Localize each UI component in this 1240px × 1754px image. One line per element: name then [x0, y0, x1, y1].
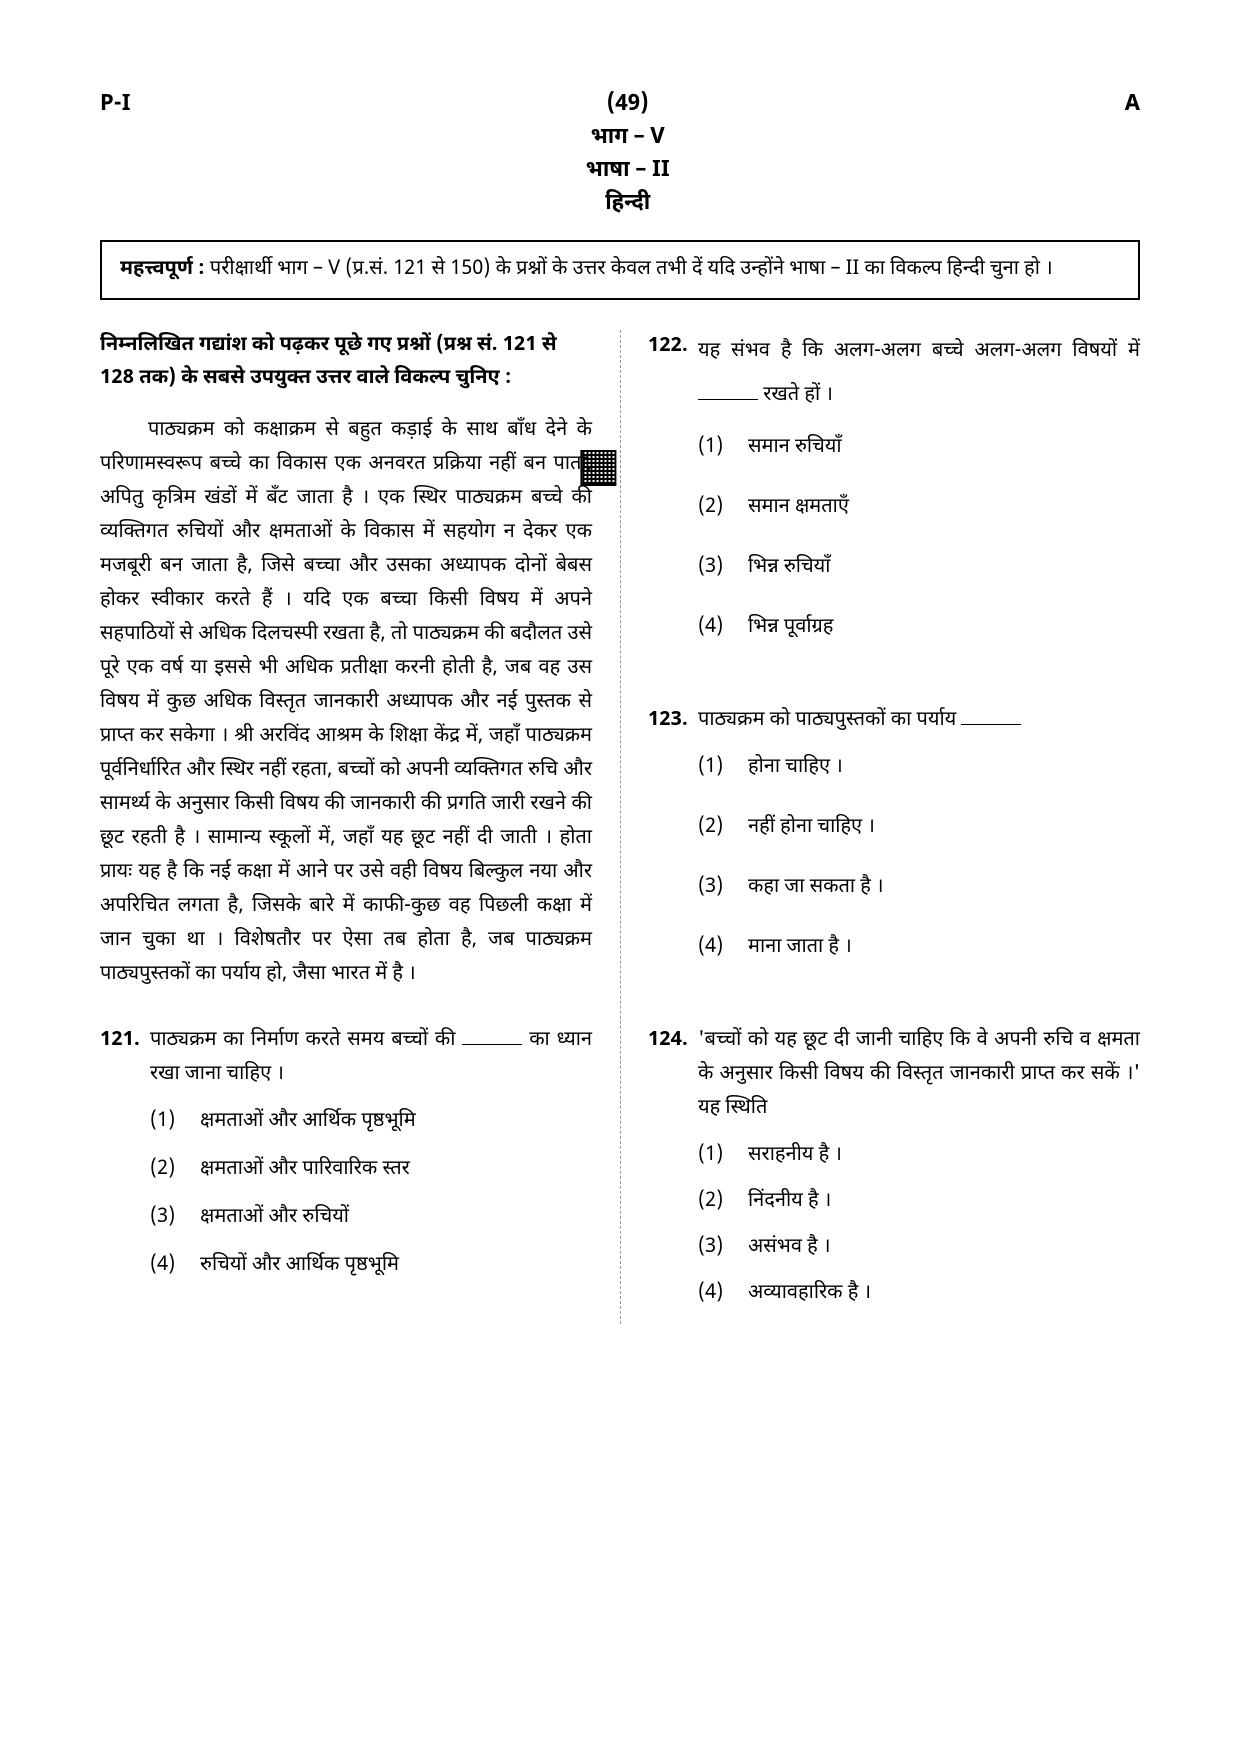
- question-122: 122. यह संभव है कि अलग-अलग बच्चे अलग-अलग…: [648, 330, 1140, 644]
- option-3: (3)असंभव है ।: [698, 1232, 1140, 1264]
- question-text: पाठ्यक्रम का निर्माण करते समय बच्चों की …: [150, 1024, 592, 1092]
- fill-blank: [462, 1029, 522, 1045]
- options-list: (1)सराहनीय है । (2)निंदनीय है । (3)असंभव…: [648, 1140, 1140, 1310]
- options-list: (1)क्षमताओं और आर्थिक पृष्ठभूमि (2)क्षमत…: [100, 1106, 592, 1282]
- header-right: A: [1125, 90, 1140, 119]
- right-column: 122. यह संभव है कि अलग-अलग बच्चे अलग-अलग…: [620, 330, 1140, 1324]
- question-number: 121.: [100, 1024, 150, 1092]
- fill-blank: [698, 384, 758, 400]
- option-2: (2)क्षमताओं और पारिवारिक स्तर: [150, 1154, 592, 1186]
- question-text: पाठ्यक्रम को पाठ्यपुस्तकों का पर्याय: [698, 704, 1140, 738]
- question-123: 123. पाठ्यक्रम को पाठ्यपुस्तकों का पर्या…: [648, 704, 1140, 964]
- option-4: (4)भिन्न पूर्वाग्रह: [698, 612, 1140, 644]
- page-number: (49): [131, 90, 1125, 119]
- option-1: (1)होना चाहिए ।: [698, 752, 1140, 784]
- option-2: (2)नहीं होना चाहिए ।: [698, 812, 1140, 844]
- question-121: 121. पाठ्यक्रम का निर्माण करते समय बच्चो…: [100, 1024, 592, 1282]
- option-2: (2)समान क्षमताएँ: [698, 492, 1140, 524]
- left-column: निम्नलिखित गद्यांश को पढ़कर पूछे गए प्रश…: [100, 330, 620, 1324]
- important-notice-box: महत्त्वपूर्ण : परीक्षार्थी भाग – V (प्र.…: [100, 240, 1140, 300]
- option-2: (2)निंदनीय है ।: [698, 1186, 1140, 1218]
- option-3: (3)क्षमताओं और रुचियों: [150, 1202, 592, 1234]
- option-4: (4)अव्यावहारिक है ।: [698, 1278, 1140, 1310]
- question-text: 'बच्चों को यह छूट दी जानी चाहिए कि वे अप…: [698, 1024, 1140, 1126]
- option-4: (4)माना जाता है ।: [698, 932, 1140, 964]
- option-1: (1)क्षमताओं और आर्थिक पृष्ठभूमि: [150, 1106, 592, 1138]
- question-text: यह संभव है कि अलग-अलग बच्चे अलग-अलग विषय…: [698, 330, 1140, 418]
- column-divider: [620, 330, 622, 1324]
- question-124: 124. 'बच्चों को यह छूट दी जानी चाहिए कि …: [648, 1024, 1140, 1310]
- question-number: 123.: [648, 704, 698, 738]
- header-center: (49) भाग – V भाषा – II हिन्दी: [131, 90, 1125, 222]
- passage-instructions: निम्नलिखित गद्यांश को पढ़कर पूछे गए प्रश…: [100, 330, 592, 396]
- options-list: (1)होना चाहिए । (2)नहीं होना चाहिए । (3)…: [648, 752, 1140, 964]
- option-3: (3)भिन्न रुचियाँ: [698, 552, 1140, 584]
- notice-label: महत्त्वपूर्ण :: [120, 257, 205, 283]
- language-section: भाषा – II: [131, 156, 1125, 185]
- option-4: (4)रुचियों और आर्थिक पृष्ठभूमि: [150, 1250, 592, 1282]
- part-label: भाग – V: [131, 123, 1125, 152]
- option-3: (3)कहा जा सकता है ।: [698, 872, 1140, 904]
- option-1: (1)समान रुचियाँ: [698, 432, 1140, 464]
- fill-blank: [961, 709, 1021, 725]
- header-left: P-I: [100, 90, 131, 119]
- options-list: (1)समान रुचियाँ (2)समान क्षमताएँ (3)भिन्…: [648, 432, 1140, 644]
- notice-text: परीक्षार्थी भाग – V (प्र.सं. 121 से 150)…: [210, 257, 1053, 283]
- question-number: 124.: [648, 1024, 698, 1126]
- language-name: हिन्दी: [131, 189, 1125, 218]
- option-1: (1)सराहनीय है ।: [698, 1140, 1140, 1172]
- page-header: P-I (49) भाग – V भाषा – II हिन्दी A: [100, 90, 1140, 222]
- qr-code-icon: [580, 450, 616, 486]
- reading-passage: पाठ्यक्रम को कक्षाक्रम से बहुत कड़ाई के …: [100, 414, 592, 992]
- question-number: 122.: [648, 330, 698, 418]
- content-area: निम्नलिखित गद्यांश को पढ़कर पूछे गए प्रश…: [100, 330, 1140, 1324]
